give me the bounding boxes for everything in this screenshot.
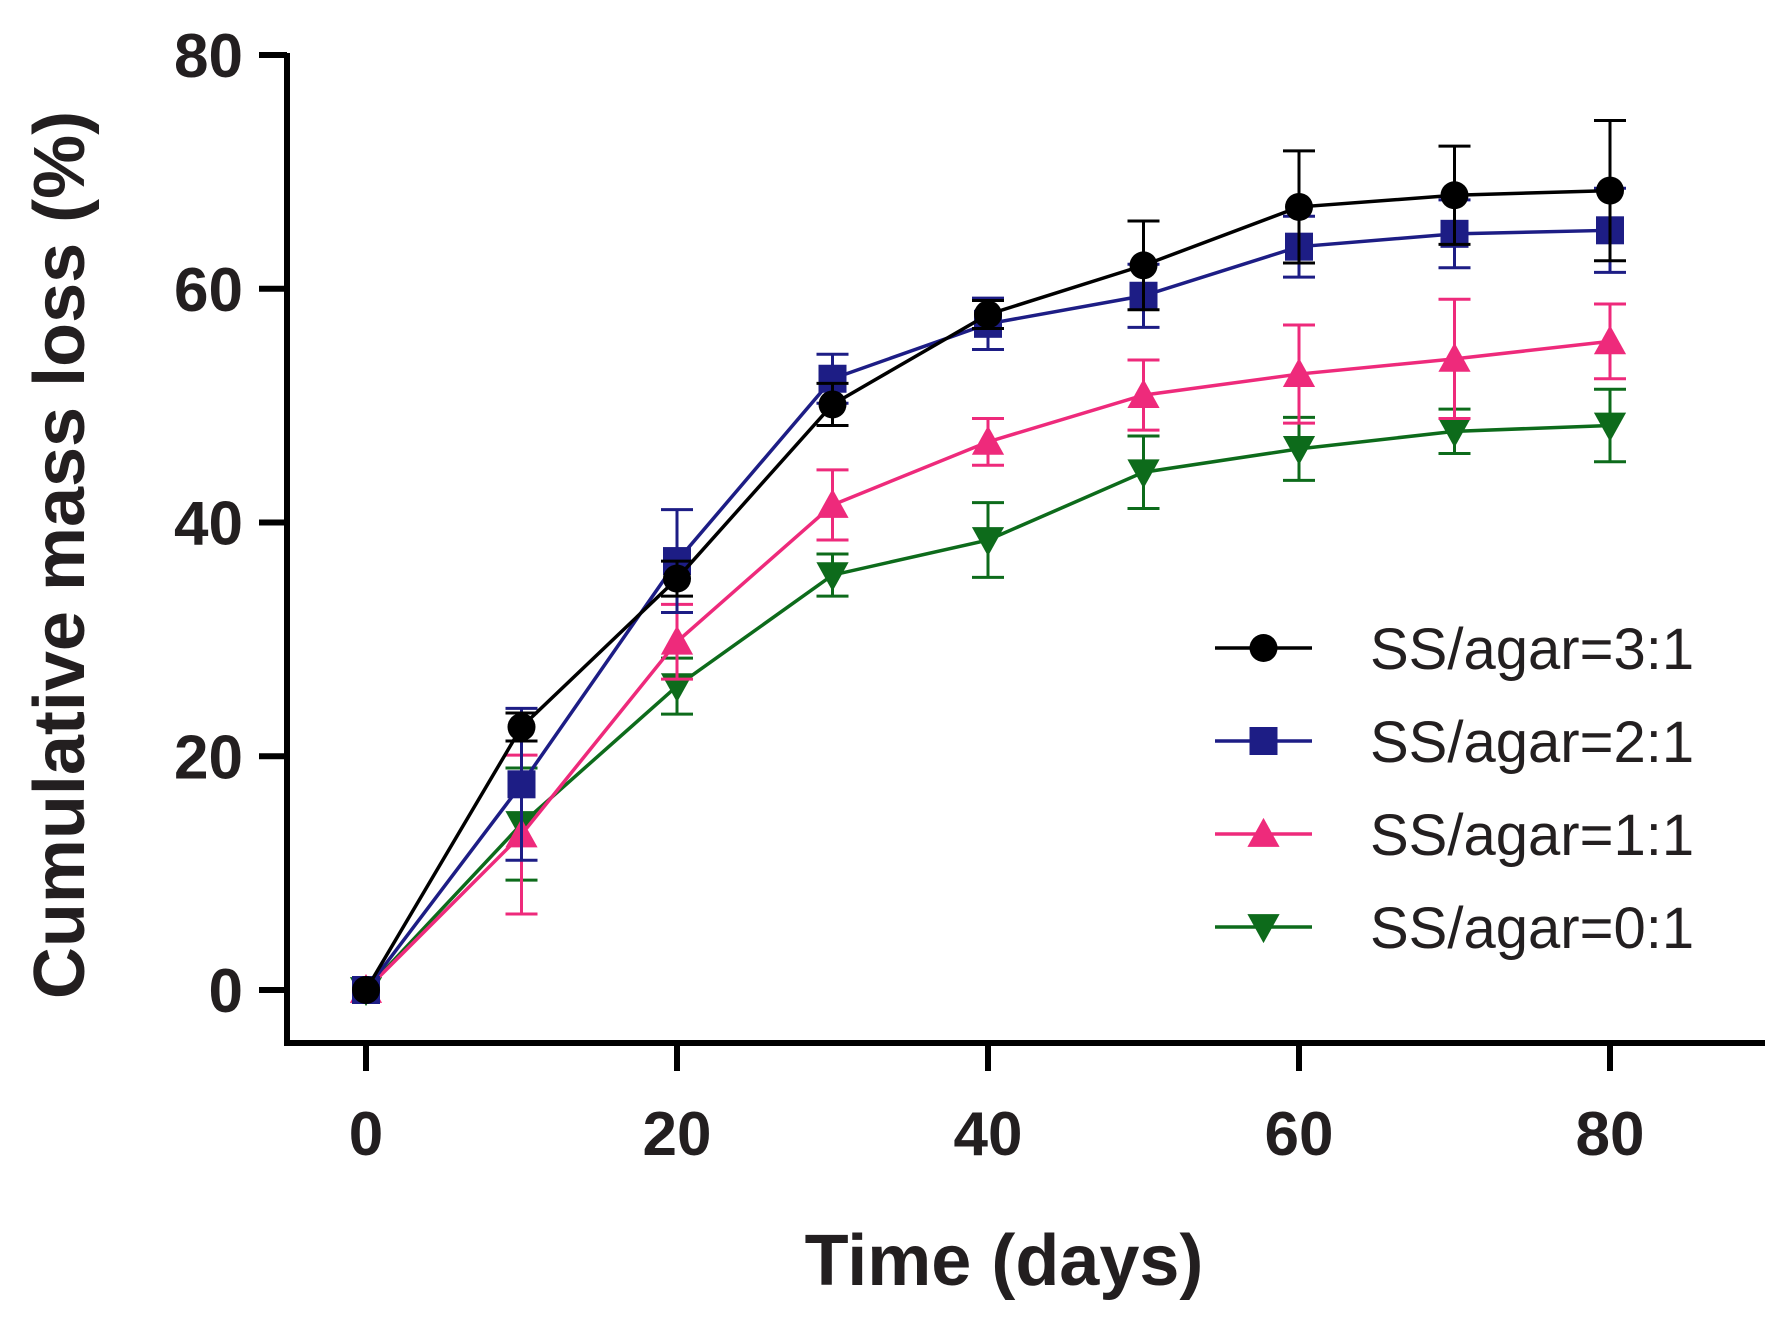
data-point	[352, 976, 380, 1004]
data-point	[1593, 412, 1627, 442]
y-tick-label: 80	[174, 22, 243, 91]
data-point	[1440, 181, 1469, 210]
legend-item: SS/agar=3:1	[1215, 617, 1694, 682]
data-point	[974, 300, 1002, 329]
y-tick-label: 60	[174, 256, 243, 325]
data-point	[1438, 418, 1471, 448]
data-point	[1129, 251, 1158, 280]
x-tick-label: 60	[1265, 1100, 1334, 1169]
data-point	[816, 562, 849, 592]
legend-label: SS/agar=3:1	[1370, 617, 1694, 682]
data-point	[1282, 435, 1316, 465]
x-tick-label: 80	[1576, 1100, 1645, 1169]
y-axis-title: Cumulative mass loss (%)	[20, 111, 100, 999]
legend-marker	[1249, 634, 1278, 662]
data-point	[663, 564, 691, 593]
legend-label: SS/agar=1:1	[1370, 803, 1694, 868]
legend-label: SS/agar=0:1	[1370, 896, 1694, 961]
legend-marker	[1247, 817, 1280, 847]
legend-label: SS/agar=2:1	[1370, 710, 1694, 775]
data-point	[818, 390, 847, 419]
data-point	[1127, 379, 1160, 408]
axes: 0 20 40 60 80 0 20 40 60 80	[174, 22, 1765, 1169]
y-tick-label: 0	[209, 957, 243, 1026]
data-point	[660, 625, 694, 655]
data-point	[507, 770, 536, 799]
x-axis-title: Time (days)	[805, 1221, 1204, 1301]
legend-marker	[1247, 914, 1280, 944]
series-ss-agar-3-1	[352, 118, 1626, 1004]
data-point	[1438, 342, 1471, 372]
legend: SS/agar=3:1 SS/agar=2:1 SS/agar=1:1 SS/agar…	[1215, 617, 1694, 961]
legend-item: SS/agar=2:1	[1215, 710, 1694, 775]
data-point	[971, 527, 1005, 557]
data-point	[1282, 357, 1316, 387]
series-layer	[349, 118, 1627, 1007]
legend-item: SS/agar=1:1	[1215, 803, 1694, 868]
series-ss-agar-1-1	[349, 297, 1627, 1003]
x-tick-label: 20	[643, 1100, 712, 1169]
data-point	[1127, 459, 1160, 489]
x-tick-label: 40	[954, 1100, 1023, 1169]
legend-marker	[1249, 727, 1278, 755]
data-point	[971, 425, 1005, 455]
data-point	[1285, 192, 1313, 221]
data-point	[507, 713, 536, 742]
y-tick-label: 20	[174, 723, 243, 792]
data-point	[816, 488, 849, 518]
y-tick-label: 40	[174, 490, 243, 559]
x-tick-label: 0	[349, 1100, 383, 1169]
data-point	[1593, 325, 1627, 355]
legend-item: SS/agar=0:1	[1215, 896, 1694, 961]
data-point	[1596, 176, 1624, 205]
